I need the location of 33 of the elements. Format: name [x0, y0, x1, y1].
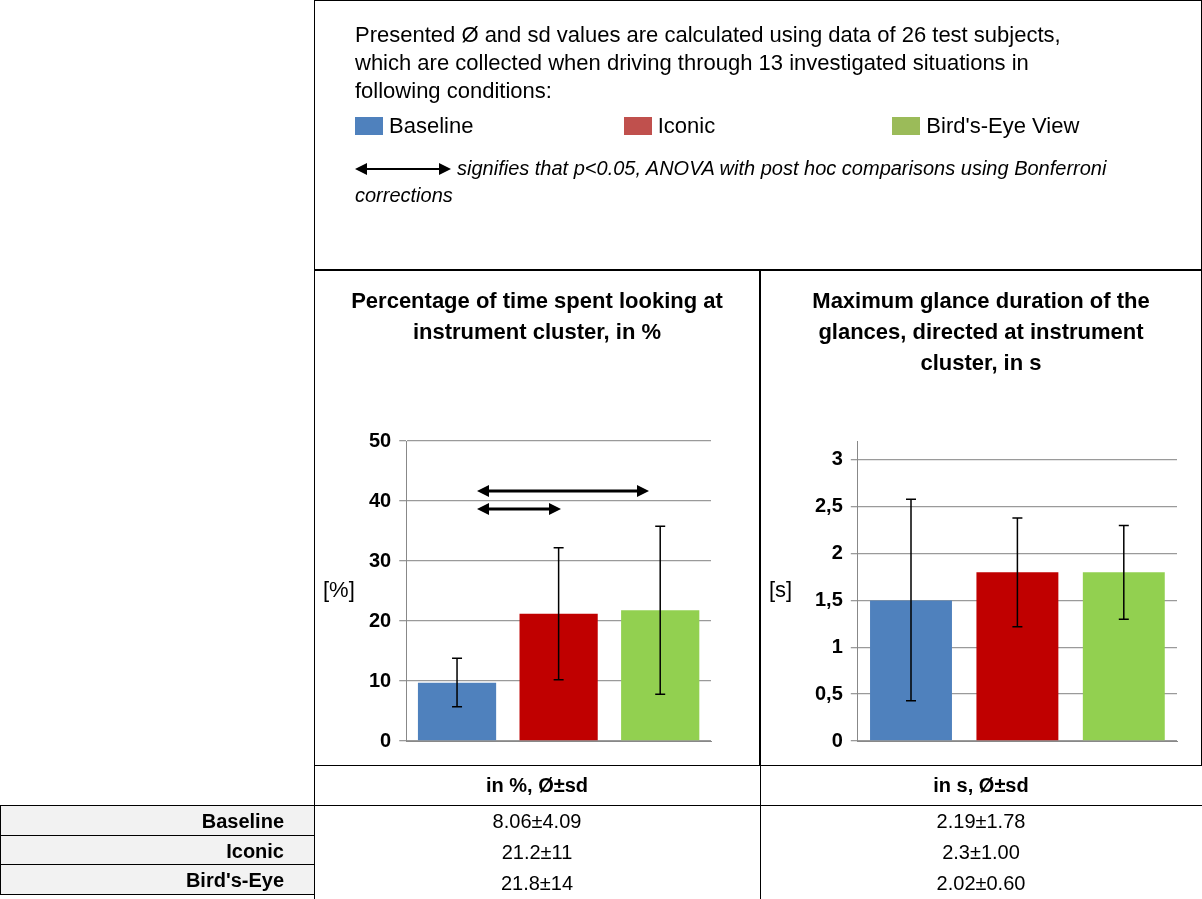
y-tick-label: 2 [831, 541, 843, 564]
text: 8.06±4.09 [491, 809, 583, 834]
y-tick-label: 30 [369, 548, 392, 571]
y-tick-label: 0 [831, 728, 843, 751]
y-tick-label: 50 [369, 428, 392, 451]
category-label: Bird's-Eye [0, 864, 314, 895]
text: 2.19±1.78 [935, 809, 1027, 834]
y-tick-label: 3 [831, 447, 843, 470]
text: 21.8±14 [499, 871, 575, 896]
text: 2.3±1.00 [941, 840, 1021, 865]
y-tick-label: 10 [369, 668, 392, 691]
category-label: Iconic [0, 834, 314, 866]
y-axis-title: [s] [769, 577, 793, 603]
text: signifies that p<0.05, ANOVA with post hoc comparisons using Bonferroni corrections [355, 156, 1108, 208]
category-label: Baseline [388, 113, 475, 139]
y-tick-label: 1 [831, 634, 843, 657]
y-tick-label: 0,5 [814, 681, 843, 704]
y-axis-title: [%] [323, 577, 355, 603]
text: 21.2±11 [500, 840, 574, 865]
category-label: Iconic [656, 113, 717, 139]
y-tick-label: 2,5 [814, 494, 843, 517]
chart-title: Maximum glance duration of the glances, directed at instrument cluster, in s [811, 287, 1151, 377]
text: 2.02±0.60 [935, 871, 1027, 896]
y-tick-label: 1,5 [814, 587, 843, 610]
y-tick-label: 20 [369, 608, 392, 631]
y-tick-label: 40 [369, 488, 392, 511]
y-tick-label: 0 [380, 728, 392, 751]
chart-title: Percentage of time spent looking at instrument cluster, in % [350, 287, 724, 346]
text: Presented Ø and sd values are calculated using data of 26 test subjects, which are collected when driving through 13 investigated situations in following conditions: [355, 21, 1062, 105]
category-label: Baseline [0, 805, 314, 836]
category-label: Bird's-Eye View [925, 113, 1081, 139]
text: in s, Ø±sd [760, 766, 1202, 806]
text: in %, Ø±sd [314, 766, 760, 806]
